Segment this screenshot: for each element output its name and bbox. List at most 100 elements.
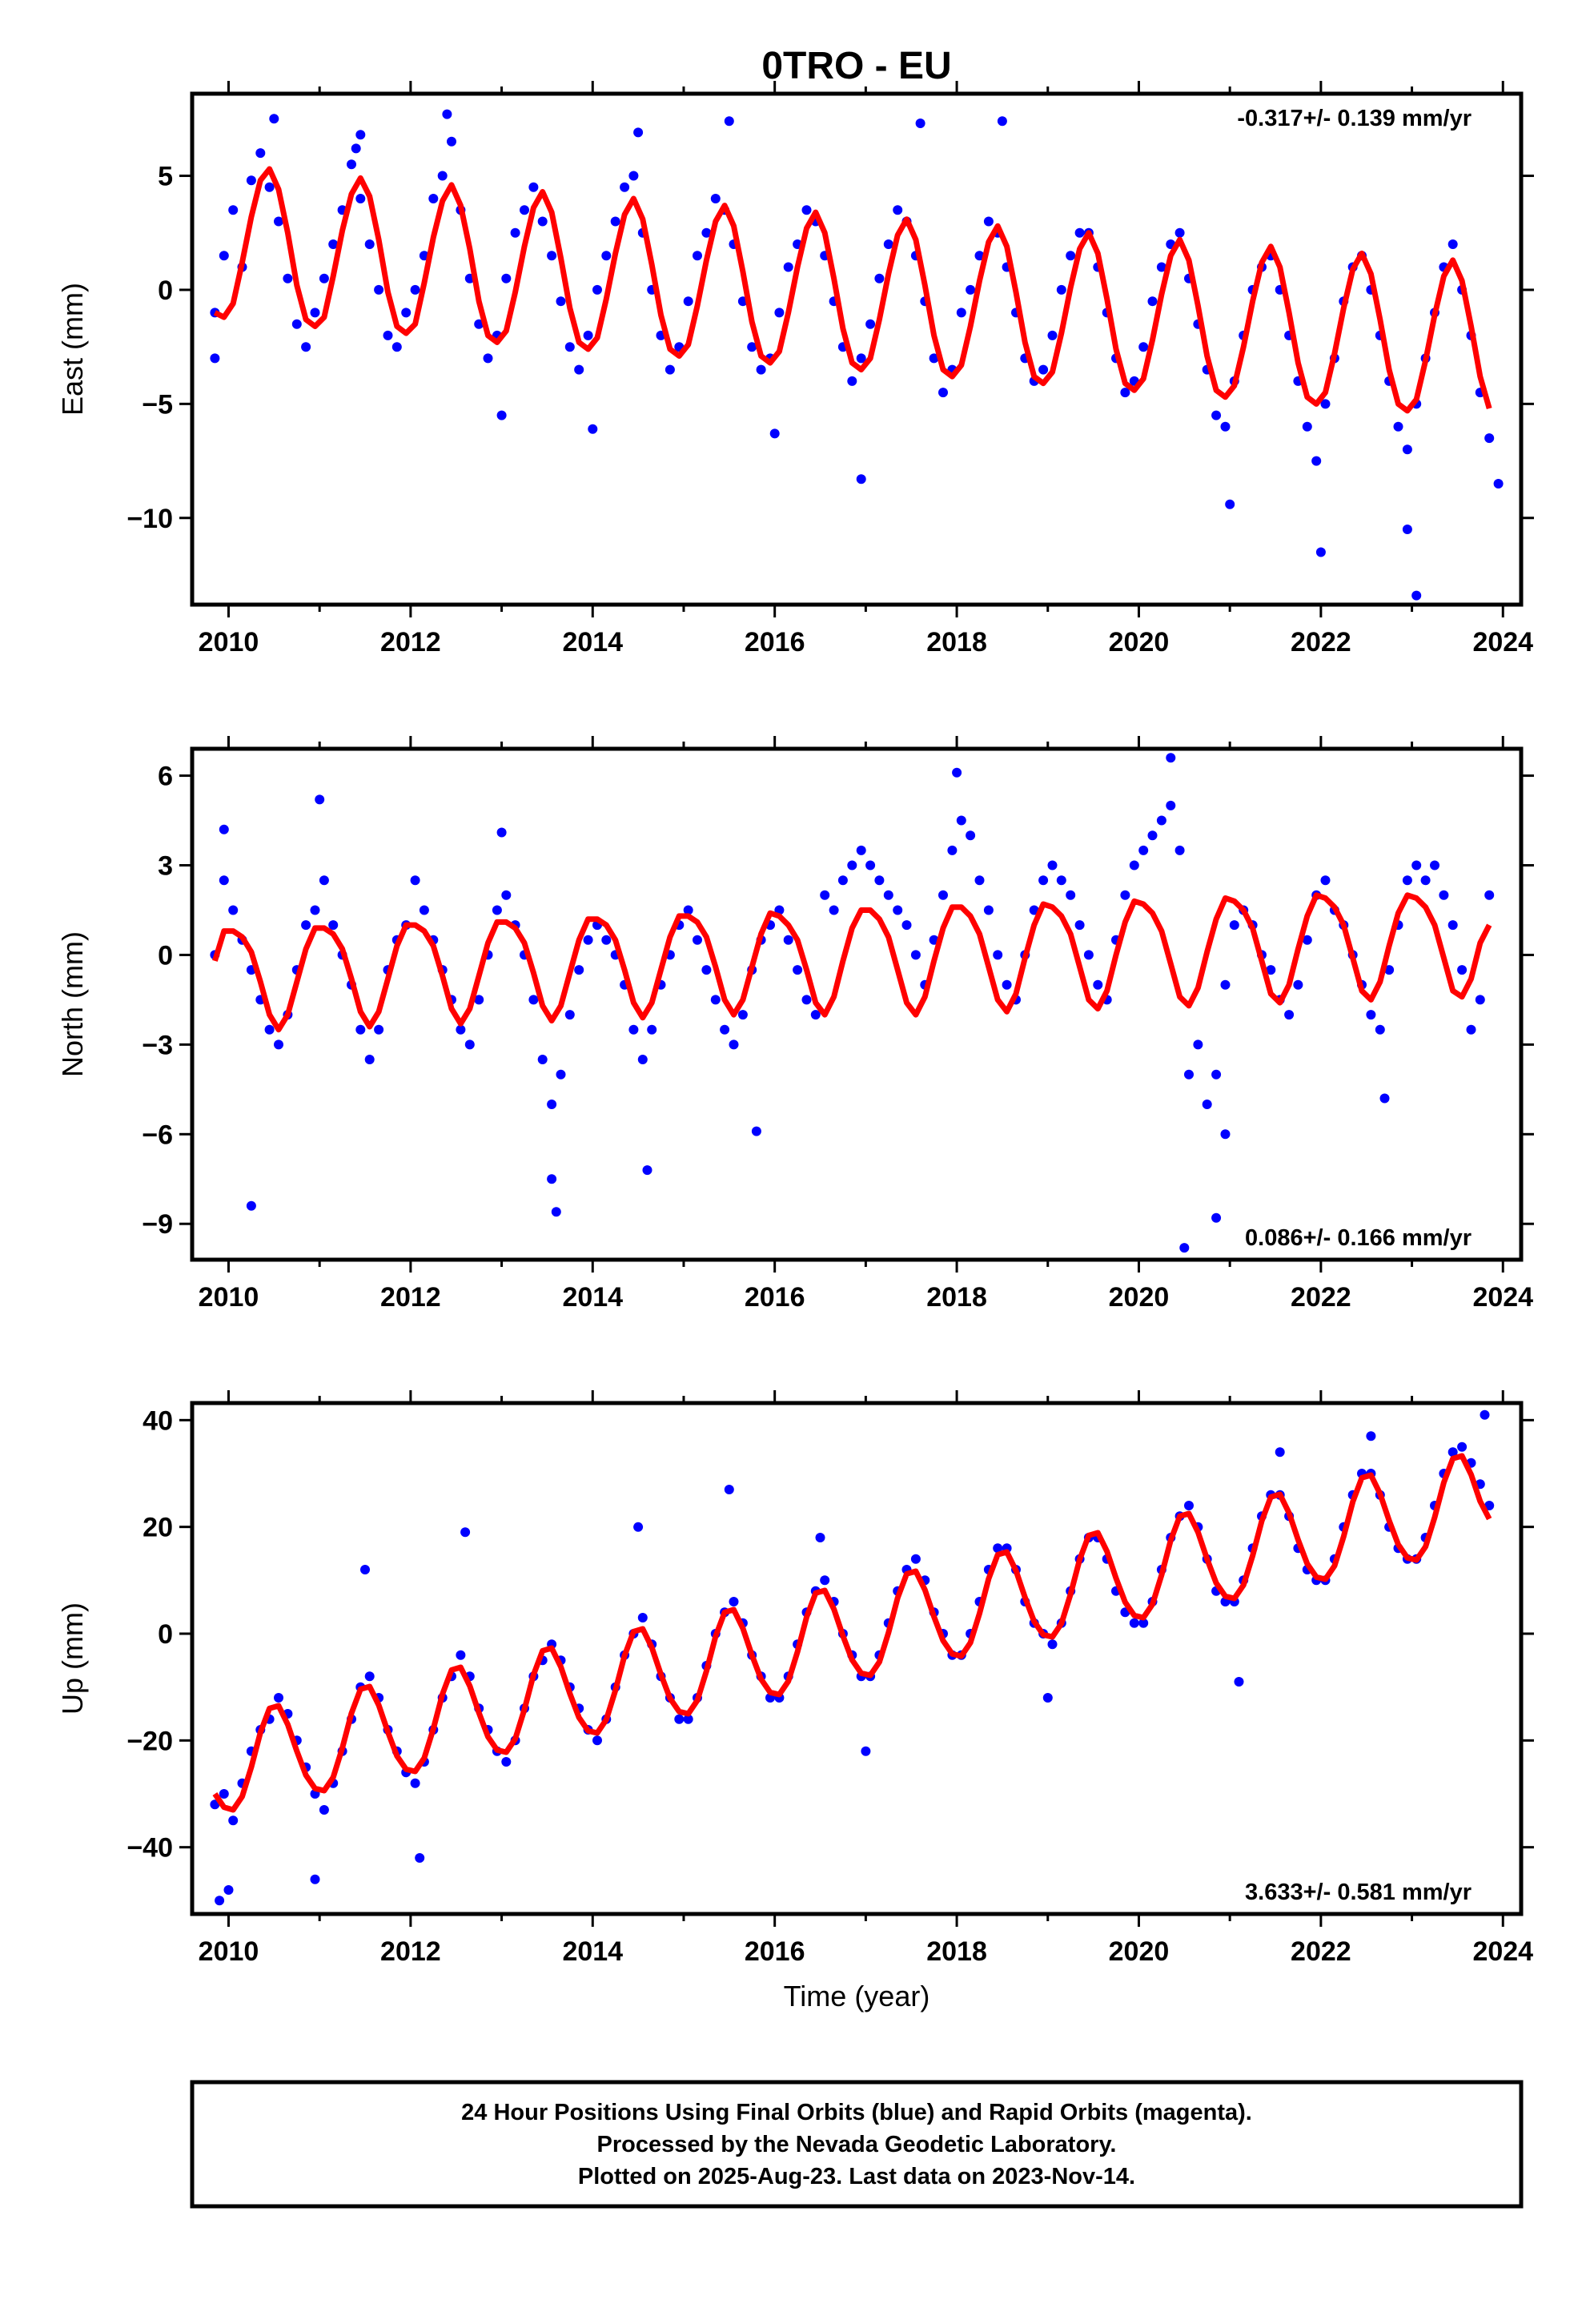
model-fit-line — [213, 166, 1492, 414]
data-point — [496, 410, 507, 420]
data-point — [551, 1207, 561, 1217]
data-point — [255, 148, 266, 159]
data-point — [1311, 456, 1322, 466]
data-point — [215, 1896, 225, 1906]
data-point — [1056, 284, 1066, 295]
data-point — [1411, 590, 1422, 601]
data-point — [228, 1815, 239, 1826]
data-point — [1156, 262, 1166, 272]
data-point — [246, 175, 256, 186]
y-axis-label: North (mm) — [56, 931, 89, 1077]
data-point — [1266, 965, 1276, 975]
data-point — [810, 1010, 821, 1020]
data-point — [729, 1039, 739, 1050]
data-point — [1138, 342, 1149, 352]
footer-line-3: Plotted on 2025-Aug-23. Last data on 202… — [578, 2164, 1135, 2189]
data-point — [319, 875, 329, 886]
y-tick-label: −3 — [142, 1030, 173, 1060]
data-point — [410, 284, 420, 295]
data-point — [1047, 1639, 1058, 1650]
data-point — [1320, 875, 1331, 886]
data-point — [1484, 1501, 1495, 1510]
data-point — [1402, 525, 1412, 534]
data-point — [1042, 1693, 1053, 1703]
data-point — [592, 284, 602, 295]
data-point — [264, 182, 275, 192]
data-point — [410, 1778, 420, 1788]
y-axis-label: Up (mm) — [56, 1602, 89, 1715]
data-point — [1038, 875, 1049, 886]
x-tick-label: 2016 — [745, 1282, 805, 1313]
data-point — [483, 353, 493, 364]
y-tick-label: 6 — [158, 762, 173, 792]
data-point — [355, 1024, 366, 1035]
data-point — [693, 935, 702, 945]
data-point — [547, 1174, 557, 1184]
data-point — [219, 1789, 229, 1799]
data-point — [1220, 421, 1231, 432]
plot-frame — [190, 746, 1524, 1262]
data-point — [820, 1575, 830, 1586]
data-point — [1430, 860, 1439, 870]
data-point — [915, 119, 925, 128]
data-point — [328, 920, 339, 931]
data-point — [1147, 296, 1158, 307]
data-point — [983, 216, 994, 227]
data-point — [1220, 1129, 1231, 1140]
data-point — [1120, 388, 1130, 398]
data-point — [974, 875, 985, 886]
data-point — [683, 905, 693, 915]
data-point — [588, 424, 598, 434]
velocity-annotation: 3.633+/- 0.581 mm/yr — [1245, 1880, 1472, 1905]
data-point — [1074, 920, 1085, 931]
data-point — [301, 342, 311, 352]
data-point — [456, 1024, 466, 1035]
data-point — [1293, 979, 1303, 990]
data-point — [815, 1533, 825, 1542]
data-point — [1193, 1039, 1203, 1050]
data-point — [547, 1100, 557, 1109]
model-fit-line — [212, 892, 1492, 1033]
data-point — [628, 1024, 639, 1035]
data-point — [874, 273, 885, 283]
data-point — [564, 1010, 575, 1020]
data-point — [374, 1024, 384, 1035]
data-point — [952, 767, 962, 778]
data-point — [1411, 860, 1422, 870]
data-point — [383, 330, 393, 340]
data-point — [319, 1805, 329, 1815]
data-point — [219, 875, 229, 886]
y-tick-label: 0 — [158, 1619, 173, 1650]
data-point — [501, 890, 512, 900]
data-point — [1457, 965, 1468, 975]
data-point — [710, 194, 721, 203]
data-point — [1366, 1010, 1376, 1020]
data-point — [492, 905, 502, 915]
data-point — [1302, 935, 1312, 945]
data-point — [647, 1024, 657, 1035]
data-point — [501, 273, 512, 283]
data-point — [724, 116, 734, 127]
data-point — [355, 130, 366, 140]
x-tick-label: 2024 — [1472, 627, 1533, 657]
data-point — [301, 920, 311, 931]
data-point — [223, 1885, 234, 1895]
y-tick-label: 0 — [158, 940, 173, 971]
data-point — [291, 319, 302, 329]
data-point — [510, 227, 520, 238]
data-point — [1379, 1093, 1390, 1104]
data-point — [938, 388, 948, 398]
data-point — [210, 353, 220, 364]
data-point — [1484, 890, 1495, 900]
data-point — [274, 1693, 283, 1703]
data-point — [865, 319, 876, 329]
figure-title: 0TRO - EU — [761, 45, 951, 87]
data-point — [993, 1543, 1003, 1554]
data-point — [1129, 1618, 1139, 1628]
data-point — [747, 342, 757, 352]
data-point — [683, 296, 693, 307]
data-point — [1315, 547, 1326, 557]
data-point — [874, 875, 885, 886]
data-point — [610, 216, 620, 227]
